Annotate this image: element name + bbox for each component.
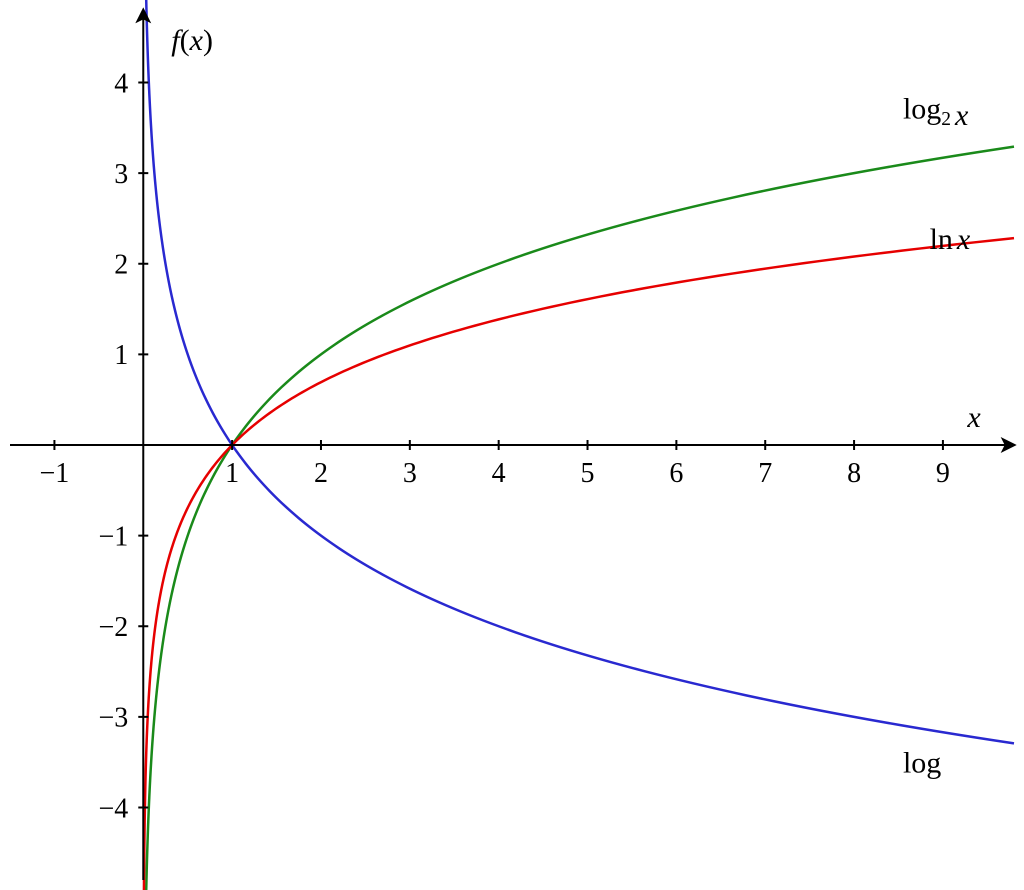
series-label-log_half: log: [903, 747, 941, 780]
y-tick-label: −4: [98, 793, 128, 824]
y-tick-label: −2: [98, 612, 128, 643]
x-tick-label: 5: [581, 458, 595, 489]
x-tick-label: 8: [847, 458, 861, 489]
y-tick-label: −3: [98, 703, 128, 734]
y-tick-label: −1: [98, 521, 128, 552]
x-tick-label: 1: [225, 458, 239, 489]
y-tick-label: 4: [114, 68, 128, 99]
y-tick-label: 1: [114, 340, 128, 371]
x-tick-label: 7: [758, 458, 772, 489]
x-tick-label: −1: [40, 458, 70, 489]
x-tick-label: 6: [669, 458, 683, 489]
y-tick-label: 2: [114, 250, 128, 281]
logarithm-chart: −1123456789−4−3−2−11234xf(x)log2xlnxlog: [0, 0, 1024, 890]
x-tick-label: 2: [314, 458, 328, 489]
y-axis-label: f(x): [171, 24, 213, 57]
x-tick-label: 4: [492, 458, 506, 489]
x-tick-label: 9: [936, 458, 950, 489]
y-tick-label: 3: [114, 159, 128, 190]
x-axis-label: x: [966, 401, 981, 434]
x-tick-label: 3: [403, 458, 417, 489]
series-label-ln: lnx: [930, 223, 971, 256]
